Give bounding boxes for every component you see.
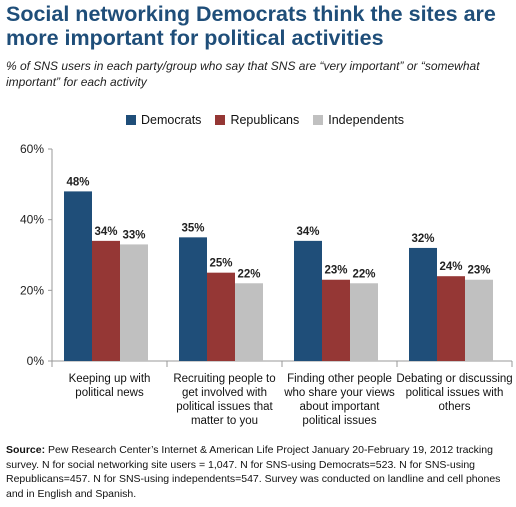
data-label: 23% (324, 265, 347, 277)
bar-democrats (64, 191, 92, 361)
legend: Democrats Republicans Independents (126, 113, 404, 127)
y-tick-label: 0% (27, 354, 45, 368)
bar-democrats (409, 247, 437, 361)
legend-label-republicans: Republicans (230, 113, 300, 127)
x-tick-label: Keeping up with political news (69, 373, 151, 399)
legend-label-independents: Independents (328, 113, 404, 127)
x-tick-label: Debating or discussing political issues w… (396, 373, 512, 413)
bar-republicans (322, 279, 350, 361)
data-label: 34% (94, 226, 117, 238)
legend-item-independents: Independents (313, 113, 404, 127)
bar-democrats (179, 237, 207, 361)
x-tick-label: Finding other people who share your views… (283, 373, 395, 427)
y-tick-label: 40% (20, 213, 44, 227)
data-label: 22% (237, 268, 260, 280)
data-label: 25% (209, 258, 232, 270)
data-label: 32% (411, 233, 434, 245)
bar-independents (465, 279, 493, 361)
bar-chart: 0% 20% 40% 60% 48% 34% 33% Keeping up with polit… (20, 142, 513, 427)
source-text: Pew Research Center’s Internet & America… (6, 444, 501, 500)
y-tick-label: 20% (20, 283, 44, 297)
legend-swatch-independents (313, 115, 324, 125)
bar-republicans (437, 276, 465, 361)
data-label: 22% (352, 268, 375, 280)
data-label: 34% (296, 226, 319, 238)
legend-item-democrats: Democrats (126, 113, 201, 127)
data-label: 48% (66, 176, 89, 188)
data-label: 33% (122, 229, 145, 241)
bar-democrats (294, 240, 322, 361)
bar-independents (350, 283, 378, 361)
bar-independents (120, 244, 148, 361)
bar-independents (235, 283, 263, 361)
data-label: 23% (467, 265, 490, 277)
chart-subtitle: % of SNS users in each party/group who s… (6, 59, 480, 89)
legend-item-republicans: Republicans (215, 113, 299, 127)
source-label: Source: (6, 444, 46, 456)
chart-title: Social networking Democrats think the si… (6, 2, 496, 50)
legend-swatch-republicans (215, 115, 226, 125)
data-label: 35% (181, 222, 204, 234)
bar-republicans (207, 272, 235, 361)
legend-label-democrats: Democrats (141, 113, 202, 127)
x-tick-label: Recruiting people to get involved with pol… (173, 373, 275, 427)
bar-republicans (92, 240, 120, 361)
y-tick-label: 60% (20, 142, 44, 156)
legend-swatch-democrats (126, 115, 136, 125)
data-label: 24% (439, 261, 462, 273)
source-note: Source: Pew Research Center’s Internet &… (6, 443, 512, 501)
